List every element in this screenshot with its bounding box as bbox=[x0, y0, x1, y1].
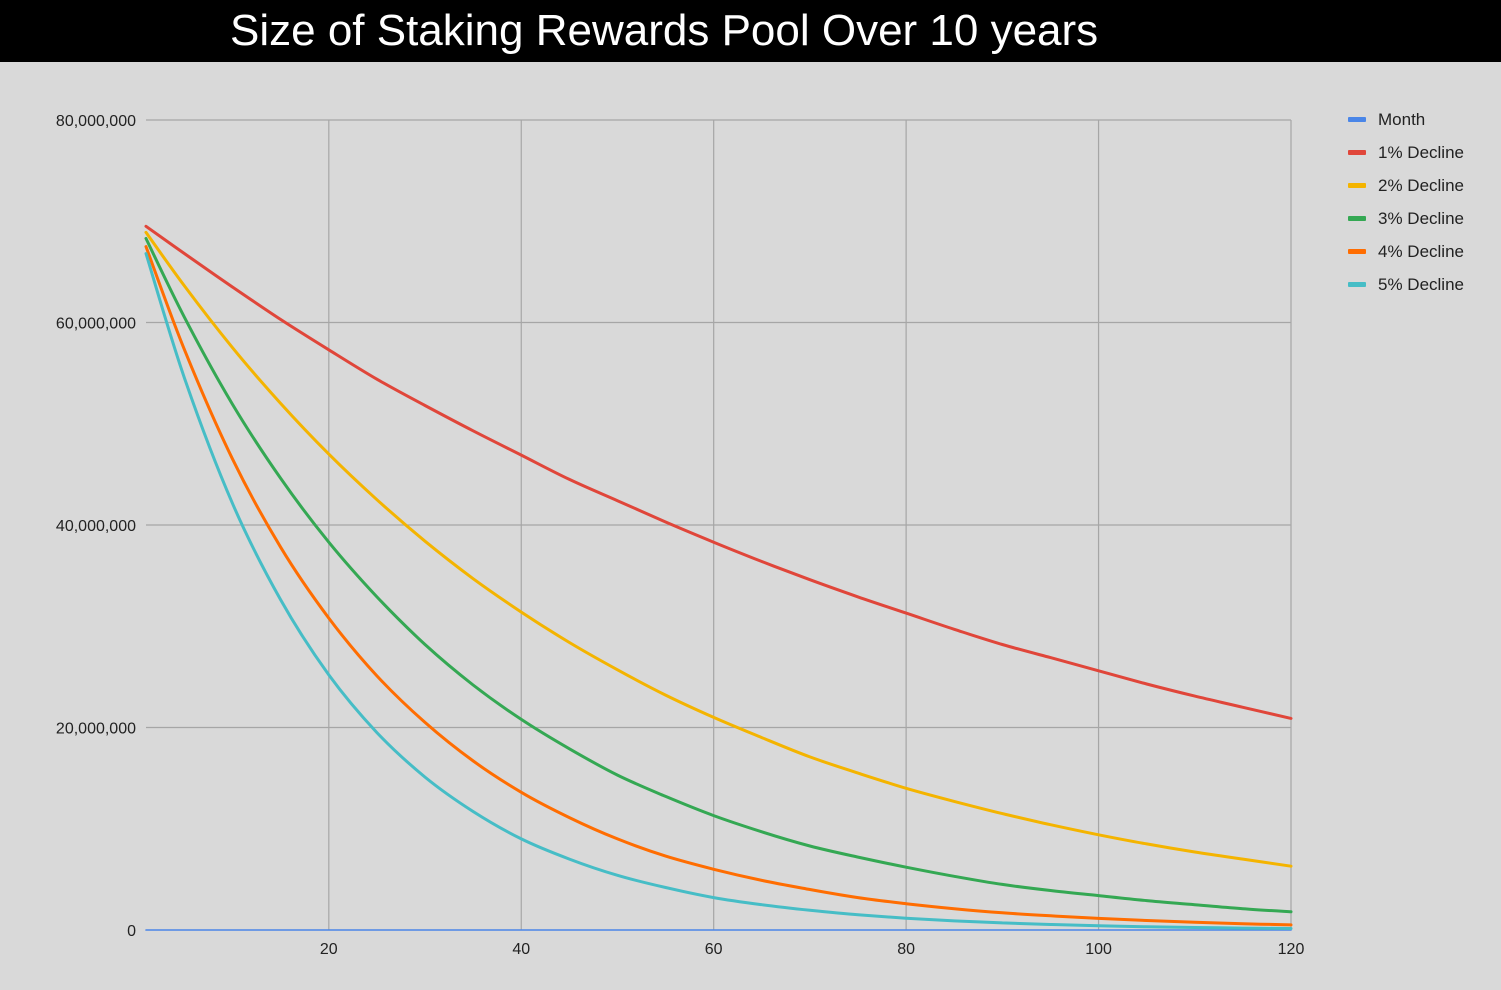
legend-item-1pct-decline: 1% Decline bbox=[1348, 143, 1464, 162]
x-tick-label: 20 bbox=[320, 941, 338, 958]
legend-swatch bbox=[1348, 183, 1366, 188]
series-line-1pct-decline bbox=[144, 224, 1293, 720]
legend-swatch bbox=[1348, 150, 1366, 155]
legend-item-month: Month bbox=[1348, 110, 1425, 129]
legend-label: 2% Decline bbox=[1378, 176, 1464, 195]
series-line-3pct-decline bbox=[144, 237, 1293, 914]
legend-label: Month bbox=[1378, 110, 1425, 129]
legend-label: 4% Decline bbox=[1378, 242, 1464, 261]
y-tick-label: 20,000,000 bbox=[56, 721, 136, 738]
y-tick-label: 40,000,000 bbox=[56, 518, 136, 535]
series-layer bbox=[144, 224, 1293, 931]
legend-label: 3% Decline bbox=[1378, 209, 1464, 228]
axis-labels: 0 20,000,000 40,000,000 60,000,000 80,000,00… bbox=[56, 113, 1305, 958]
x-tick-label: 40 bbox=[512, 941, 530, 958]
series-line-4pct-decline bbox=[144, 245, 1293, 927]
legend-label: 5% Decline bbox=[1378, 275, 1464, 294]
grid-layer bbox=[146, 119, 1292, 930]
legend-swatch bbox=[1348, 117, 1366, 122]
x-tick-label: 120 bbox=[1278, 941, 1305, 958]
legend-label: 1% Decline bbox=[1378, 143, 1464, 162]
y-tick-label: 60,000,000 bbox=[56, 316, 136, 333]
x-tick-label: 100 bbox=[1085, 941, 1112, 958]
legend-swatch bbox=[1348, 216, 1366, 221]
series-line-2pct-decline bbox=[144, 230, 1293, 868]
legend-swatch bbox=[1348, 249, 1366, 254]
legend-item-4pct-decline: 4% Decline bbox=[1348, 242, 1464, 261]
x-tick-label: 60 bbox=[705, 941, 723, 958]
y-tick-label: 0 bbox=[127, 923, 136, 940]
chart-title: Size of Staking Rewards Pool Over 10 yea… bbox=[230, 6, 1099, 55]
x-tick-label: 80 bbox=[897, 941, 915, 958]
legend-item-3pct-decline: 3% Decline bbox=[1348, 209, 1464, 228]
legend-item-2pct-decline: 2% Decline bbox=[1348, 176, 1464, 195]
title-bar: Size of Staking Rewards Pool Over 10 yea… bbox=[0, 0, 1501, 62]
legend-item-5pct-decline: 5% Decline bbox=[1348, 275, 1464, 294]
y-tick-label: 80,000,000 bbox=[56, 113, 136, 130]
series-line-5pct-decline bbox=[144, 252, 1293, 930]
legend: Month 1% Decline 2% Decline 3% Decline 4% De… bbox=[1348, 110, 1464, 294]
legend-swatch bbox=[1348, 282, 1366, 287]
